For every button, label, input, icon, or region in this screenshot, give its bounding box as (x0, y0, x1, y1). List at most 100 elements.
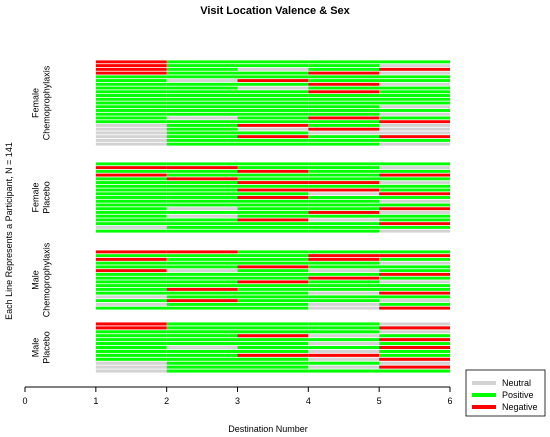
participant-segment (166, 261, 238, 265)
participant-segment (166, 116, 238, 120)
participant-segment (379, 222, 450, 226)
participant-segment (237, 276, 309, 280)
participant-segment (379, 269, 450, 273)
participant-segment (166, 192, 238, 196)
participant-segment (95, 261, 167, 265)
participant-segment (379, 265, 450, 269)
participant-segment (237, 86, 309, 90)
participant-segment (379, 353, 450, 357)
participant-segment (379, 166, 450, 170)
participant-segment (166, 79, 238, 83)
participant-segment (166, 345, 238, 350)
participant-segment (379, 203, 450, 207)
participant-segment (308, 181, 380, 185)
participant-segment (237, 299, 309, 303)
participant-segment (95, 349, 167, 353)
participant-segment (237, 142, 309, 146)
participant-segment (95, 138, 167, 142)
participant-segment (95, 330, 167, 334)
participant-segment (166, 120, 238, 124)
participant-segment (166, 207, 238, 211)
participant-segment (166, 322, 238, 326)
participant-segment (95, 299, 167, 303)
participant-segment (166, 109, 238, 112)
participant-segment (166, 94, 238, 97)
participant-segment (166, 138, 238, 142)
participant-segment (166, 229, 238, 233)
participant-segment (166, 162, 238, 166)
group-label: Chemoprophylaxis (42, 65, 52, 140)
participant-segment (237, 166, 309, 170)
participant-segment (237, 112, 309, 116)
participant-segment (237, 302, 309, 306)
participant-segment (237, 75, 309, 79)
participant-segment (308, 338, 380, 342)
participant-segment (166, 349, 238, 353)
participant-group: Female Placebo (31, 162, 450, 233)
participant-segment (237, 97, 309, 101)
participant-segment (95, 207, 167, 211)
participant-segment (379, 361, 450, 365)
participant-segment (379, 123, 450, 127)
participant-segment (95, 345, 167, 350)
participant-segment (379, 75, 450, 79)
participant-segment (379, 276, 450, 280)
participant-segment (308, 322, 380, 326)
participant-segment (95, 71, 167, 75)
participant-segment (308, 184, 380, 188)
participant-segment (308, 199, 380, 203)
participant-segment (95, 365, 167, 369)
participant-segment (379, 250, 450, 254)
participant-segment (95, 109, 167, 112)
participant-segment (308, 280, 380, 284)
participant-segment (237, 338, 309, 342)
participant-segment (379, 82, 450, 86)
participant-segment (95, 287, 167, 291)
participant-group: Male Placebo (31, 322, 450, 373)
participant-segment (379, 169, 450, 173)
participant-segment (166, 218, 238, 222)
participant-segment (308, 196, 380, 199)
participant-segment (237, 295, 309, 299)
participant-segment (95, 67, 167, 71)
participant-segment (308, 291, 380, 295)
participant-segment (166, 181, 238, 185)
participant-segment (308, 142, 380, 146)
participant-segment (237, 345, 309, 350)
participant-segment (308, 64, 380, 68)
participant-segment (379, 97, 450, 101)
participant-segment (95, 257, 167, 261)
participant-segment (237, 101, 309, 105)
participant-segment (166, 225, 238, 229)
participant-segment (308, 218, 380, 222)
participant-segment (308, 334, 380, 338)
participant-segment (237, 291, 309, 295)
participant-segment (308, 112, 380, 116)
participant-segment (95, 342, 167, 346)
participant-segment (379, 330, 450, 334)
participant-segment (308, 299, 380, 303)
participant-segment (237, 79, 309, 83)
participant-segment (308, 71, 380, 75)
group-label: Placebo (42, 181, 52, 214)
participant-segment (95, 218, 167, 222)
participant-segment (237, 326, 309, 330)
participant-segment (379, 218, 450, 222)
participant-segment (379, 101, 450, 105)
participant-segment (308, 229, 380, 233)
participant-segment (308, 225, 380, 229)
participant-segment (166, 86, 238, 90)
participant-segment (95, 295, 167, 299)
participant-segment (237, 199, 309, 203)
participant-segment (95, 173, 167, 177)
participant-segment (237, 67, 309, 71)
participant-segment (237, 169, 309, 173)
participant-segment (95, 162, 167, 166)
participant-segment (166, 173, 238, 177)
participant-segment (308, 138, 380, 142)
participant-segment (237, 184, 309, 188)
participant-segment (379, 120, 450, 124)
group-label: Placebo (42, 331, 52, 364)
participant-segment (166, 254, 238, 258)
participant-segment (237, 177, 309, 181)
